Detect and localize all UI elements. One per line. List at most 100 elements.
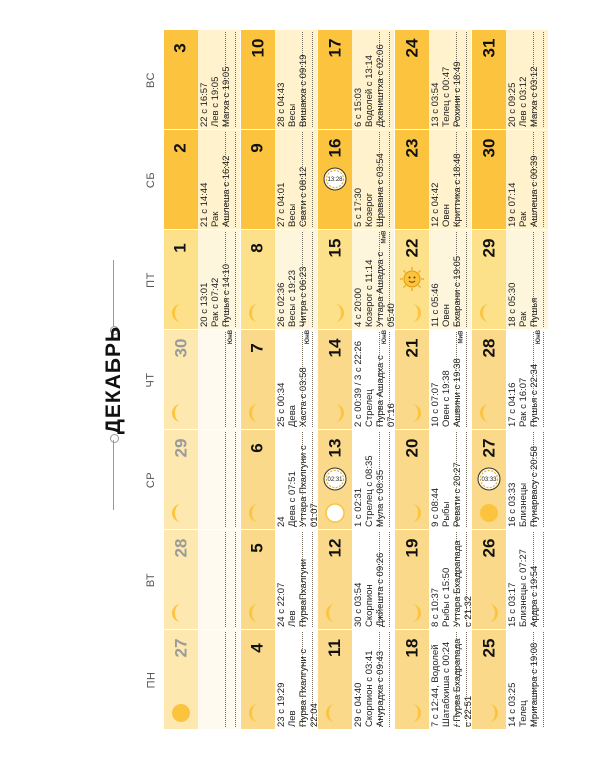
calendar-day-cell[interactable]: 31 20 с 09:25 Лев с 03:12 Магха с 03:12 [472, 30, 549, 130]
calendar-day-cell[interactable]: 25 14 с 03:25 Телец Мригашира с 19:08 [472, 630, 549, 730]
day-info-line: 19 с 07:14 [507, 182, 518, 227]
day-details: 28 с 04:43 Весы Вишакха с 09:19 [275, 30, 317, 129]
title-rule-top [113, 260, 114, 330]
note-line [533, 432, 534, 527]
day-details: 30 с 03:54 Скорпион Джйешта с 09:26 [352, 530, 394, 629]
day-number: 23 [397, 138, 427, 158]
moon-wax-icon [324, 102, 346, 124]
note-line [379, 132, 380, 227]
calendar-day-cell[interactable]: 9 27 с 04:01 Весы Свати с 08:12 [241, 130, 318, 230]
moon-wax-icon [401, 602, 423, 624]
day-band: 28 [164, 530, 198, 629]
calendar-day-cell[interactable]: 5 24 с 22:07 Лев ПурваПхалгуни [241, 530, 318, 630]
day-details: 25 с 00:34 Дева Хаста с 03:58 ЮнВ [275, 330, 317, 429]
day-info: 6 с 15:03 Водолей с 13:14 Дхаништха с 02:0… [353, 33, 393, 127]
day-info-line: Рак с 16:07 [518, 377, 529, 427]
calendar-day-cell[interactable]: 28 [164, 530, 241, 630]
day-info-line: Рак с 07:42 [210, 277, 221, 327]
moon-full-icon [170, 702, 192, 724]
note-line [225, 632, 226, 727]
day-info-line: 1 с 02:31 [353, 487, 364, 527]
note-line [379, 332, 380, 427]
moon-wax-icon [401, 302, 423, 324]
note-line [466, 232, 467, 327]
calendar-day-cell[interactable]: 19 8 с 10:37 Рыбы с 15:50 Уттара Бхадрапада… [395, 530, 472, 630]
tiny-note: ЮнВ [382, 330, 389, 345]
calendar-day-cell[interactable]: 14 2 с 00:39 / 3 с 22:26 Стрелец Пурва Ашад… [318, 330, 395, 430]
note-line [302, 232, 303, 327]
calendar-day-cell[interactable]: 4 23 с 19:29 Лев Пурва Пхалгуни с 22:04 [241, 630, 318, 730]
calendar-day-cell[interactable]: 22 11 с 05:46 Овен Бхарани с 19:05 [395, 230, 472, 330]
calendar-day-cell[interactable]: 18 7 с 12:44, Водолей Шатабхиша с 00:24/ П… [395, 630, 472, 730]
note-line [379, 532, 380, 627]
day-info-line: Стрелец [364, 388, 375, 427]
weekday-header: СР [138, 470, 164, 490]
day-info-line: Бхарани с 19:05 [452, 255, 463, 327]
day-band: 16 13:28 [318, 130, 352, 229]
day-info-line: 01:07 [309, 502, 318, 527]
day-details: 23 с 19:29 Лев Пурва Пхалгуни с 22:04 [275, 630, 317, 729]
calendar-day-cell[interactable]: 21 10 с 07:07 Овен с 19:38 Ашвини с 19:38 Ми… [395, 330, 472, 430]
calendar-day-cell[interactable]: 16 13:28 5 с 17:30 Козерог Шравана с 03:54 [318, 130, 395, 230]
day-band: 10 [241, 30, 275, 129]
day-details: 21 с 14:44 Рак Ашлеша с 16:42 [198, 130, 240, 229]
calendar-day-cell[interactable]: 8 26 с 02:36 Весы с 19:23 Читра с 06:23 [241, 230, 318, 330]
day-details: 16 с 03:33 Близнецы Пунарвасу с 20:58 [506, 430, 548, 529]
calendar-day-cell[interactable]: 2 21 с 14:44 Рак Ашлеша с 16:42 [164, 130, 241, 230]
day-number: 18 [397, 638, 427, 658]
day-info-line: 14 с 03:25 [507, 682, 518, 727]
note-line [466, 632, 467, 727]
day-info-line: Овен [441, 303, 452, 327]
calendar-day-cell[interactable]: 28 17 с 04:16 Рак с 16:07 Пушья с 22:34 ЮнВ [472, 330, 549, 430]
day-band: 7 [241, 330, 275, 429]
time-badge-icon: 13:28 [322, 166, 348, 192]
calendar-day-cell[interactable]: 29 18 с 05:30 Рак Пушья [472, 230, 549, 330]
calendar-day-cell[interactable]: 10 28 с 04:43 Весы Вишакха с 09:19 [241, 30, 318, 130]
calendar-day-cell[interactable]: 26 15 с 03:17 Близнецы с 07:27 Ардра с 19:5… [472, 530, 549, 630]
calendar-day-cell[interactable]: 23 12 с 04:42 Овен Криттика с 18:48 [395, 130, 472, 230]
day-number-text: 9 [248, 143, 267, 153]
note-line [302, 332, 303, 427]
calendar-day-cell[interactable]: 27 03:33 16 с 03:33 Близнецы Пунарвасу с 20:… [472, 430, 549, 530]
moon-wax-icon [324, 202, 346, 224]
calendar-day-cell[interactable]: 20 9 с 08:44 Рыбы Ревати с 20:27 [395, 430, 472, 530]
day-number: 4 [243, 638, 273, 658]
day-number-text: 2 [171, 143, 190, 153]
day-details [198, 430, 240, 529]
day-info-line: Скорпион с 03:41 [364, 650, 375, 727]
calendar-day-cell[interactable]: 7 25 с 00:34 Дева Хаста с 03:58 ЮнВ [241, 330, 318, 430]
calendar-day-cell[interactable]: 27 [164, 630, 241, 730]
calendar-day-cell[interactable]: 1 20 с 13:01 Рак с 07:42 Пушья с 14:10 [164, 230, 241, 330]
day-details: 27 с 04:01 Весы Свати с 08:12 [275, 130, 317, 229]
day-info: 12 с 04:42 Овен Криттика с 18:48 [430, 133, 470, 227]
day-number-text: 28 [478, 338, 498, 358]
day-info-line: 29 с 04:40 [353, 682, 364, 727]
day-band: 24 [395, 30, 429, 129]
calendar-day-cell[interactable]: 15 4 с 20:00 Козерог с 11:14 Уттара Ашадха … [318, 230, 395, 330]
calendar-day-cell[interactable]: 17 6 с 15:03 Водолей с 13:14 Дхаништха с 02… [318, 30, 395, 130]
day-info: 23 с 19:29 Лев Пурва Пхалгуни с 22:04 [276, 633, 317, 726]
day-number-text: 4 [248, 643, 267, 653]
calendar-day-cell[interactable]: 24 13 с 03:54 Телец с 00:47 Рохини с 18:49 [395, 30, 472, 130]
note-line [466, 332, 467, 427]
day-info-line: Анурадха с 09:43 [375, 650, 386, 727]
note-line [302, 32, 303, 127]
calendar-day-cell[interactable]: 30 19 с 07:14 Рак Ашлеша с 00:39 [472, 130, 549, 230]
calendar-grid: 27 28 29 30 ЮнВ 1 20 с 13:01 Рак с 07:42 Пушья с… [164, 30, 549, 730]
day-details: 15 с 03:17 Близнецы с 07:27 Ардра с 19:54 [506, 530, 548, 629]
calendar-day-cell[interactable]: 13 02:31 1 с 02:31 Стрелец с 08:35 Мула с 08… [318, 430, 395, 530]
calendar-day-cell[interactable]: 3 22 с 16:57 Лев с 19:05 Магха с 19:05 [164, 30, 241, 130]
calendar-day-cell[interactable]: 11 29 с 04:40 Скорпион с 03:41 Анурадха с 0… [318, 630, 395, 730]
day-info-line: 9 с 08:44 [430, 487, 441, 527]
calendar-day-cell[interactable]: 12 30 с 03:54 Скорпион Джйешта с 09:26 [318, 530, 395, 630]
moon-wax-icon [478, 702, 500, 724]
calendar-day-cell[interactable]: 29 [164, 430, 241, 530]
moon-wax-icon [324, 402, 346, 424]
note-line [312, 532, 313, 627]
day-info-line: 24 с 22:07 [276, 582, 287, 627]
calendar-day-cell[interactable]: 6 24 Дева с 07:51 Уттара Пхалгуни с 01:07 [241, 430, 318, 530]
calendar-day-cell[interactable]: 30 ЮнВ [164, 330, 241, 430]
day-info-line: Пунарвасу с 20:58 [529, 445, 540, 527]
day-info: 15 с 03:17 Близнецы с 07:27 Ардра с 19:54 [507, 533, 547, 627]
day-info-line: Рохини с 18:49 [452, 60, 463, 127]
